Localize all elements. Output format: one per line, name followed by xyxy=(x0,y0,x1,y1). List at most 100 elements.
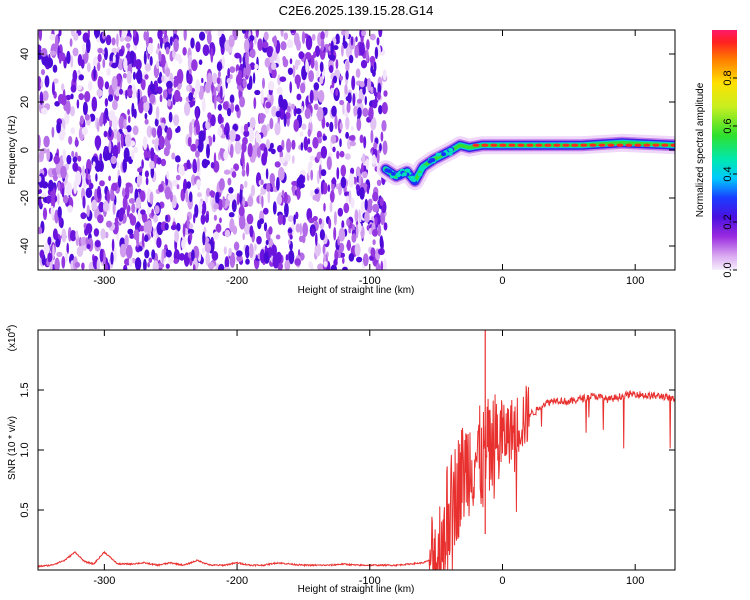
heatmap-noise-blob xyxy=(217,82,220,94)
heatmap-noise-blob xyxy=(222,56,225,67)
heatmap-noise-blob xyxy=(362,107,369,117)
heatmap-noise-blob xyxy=(94,135,102,149)
heatmap-noise-blob xyxy=(295,108,302,115)
heatmap-noise-blob xyxy=(81,262,85,270)
heatmap-noise-blob xyxy=(274,161,281,168)
heatmap-noise-blob xyxy=(370,129,374,143)
heatmap-noise-blob xyxy=(272,253,280,269)
heatmap-noise-blob xyxy=(172,30,178,34)
heatmap-noise-blob xyxy=(67,205,73,213)
heatmap-noise-blob xyxy=(296,93,302,101)
heatmap-noise-blob xyxy=(53,78,59,84)
heatmap-noise-blob xyxy=(204,243,212,253)
heatmap-noise-blob xyxy=(295,211,299,220)
heatmap-noise-blob xyxy=(295,223,301,233)
heatmap-noise-blob xyxy=(236,192,240,206)
heatmap-noise-blob xyxy=(312,88,319,101)
heatmap-noise-blob xyxy=(82,195,86,209)
heatmap-noise-blob xyxy=(72,162,79,172)
heatmap-noise-blob xyxy=(223,169,231,175)
bottom-xtick-label: 100 xyxy=(626,575,644,587)
heatmap-noise-blob xyxy=(134,257,142,270)
colorbar-tick-label: 0.2 xyxy=(722,214,734,229)
heatmap-noise-blob xyxy=(164,186,171,200)
heatmap-noise-blob xyxy=(171,152,176,160)
heatmap-noise-blob xyxy=(311,33,316,41)
heatmap-noise-blob xyxy=(81,42,86,55)
heatmap-noise-blob xyxy=(137,88,140,104)
heatmap-noise-blob xyxy=(228,34,235,48)
heatmap-noise-blob xyxy=(344,153,351,160)
ridge-core-mark xyxy=(598,143,606,147)
heatmap-noise-blob xyxy=(307,138,311,145)
heatmap-noise-blob xyxy=(155,106,160,120)
heatmap-noise-blob xyxy=(358,209,361,223)
heatmap-noise-blob xyxy=(124,133,132,147)
bottom-scale-label: (x104) xyxy=(6,325,18,352)
heatmap-noise-blob xyxy=(291,180,298,186)
top-xtick-label: -300 xyxy=(93,275,115,287)
heatmap-noise-blob xyxy=(69,230,77,242)
bottom-plot-frame xyxy=(37,329,676,571)
heatmap-noise-blob xyxy=(232,123,239,132)
heatmap-noise-blob xyxy=(359,81,365,88)
heatmap-noise-blob xyxy=(248,127,255,143)
heatmap-noise-blob xyxy=(301,234,306,244)
heatmap-noise-blob xyxy=(66,50,71,65)
heatmap-noise-blob xyxy=(235,73,243,86)
heatmap-noise-blob xyxy=(309,155,316,161)
heatmap-noise-blob xyxy=(348,173,355,188)
heatmap-noise-blob xyxy=(291,103,295,110)
heatmap-noise-blob xyxy=(100,160,104,172)
heatmap-noise-blob xyxy=(383,258,387,270)
heatmap-noise-blob xyxy=(248,243,254,258)
heatmap-noise-blob xyxy=(308,70,314,83)
heatmap-noise-blob xyxy=(239,54,242,64)
heatmap-noise-blob xyxy=(142,136,148,150)
heatmap-noise-blob xyxy=(289,234,293,240)
heatmap-noise-blob xyxy=(228,187,234,194)
heatmap-noise-blob xyxy=(81,126,88,136)
ridge-core-mark xyxy=(661,143,669,147)
bottom-xtick-label: -300 xyxy=(93,575,115,587)
heatmap-noise-blob xyxy=(246,162,250,177)
heatmap-noise-blob xyxy=(310,55,315,69)
heatmap-noise-blob xyxy=(173,114,180,126)
heatmap-noise-blob xyxy=(286,39,294,49)
heatmap-noise-blob xyxy=(56,251,63,257)
heatmap-noise-blob xyxy=(366,39,370,51)
heatmap-noise-blob xyxy=(336,37,340,44)
heatmap-noise-blob xyxy=(110,251,114,265)
heatmap-noise-blob xyxy=(243,222,251,235)
heatmap-noise-blob xyxy=(41,181,49,189)
heatmap-noise-blob xyxy=(326,156,332,170)
heatmap-noise-blob xyxy=(338,227,346,242)
heatmap-noise-blob xyxy=(189,121,193,137)
heatmap-noise-blob xyxy=(250,184,256,197)
heatmap-noise-blob xyxy=(227,177,232,186)
ridge-core-mark xyxy=(526,143,534,147)
heatmap-noise-blob xyxy=(223,266,231,270)
ridge-blob xyxy=(402,172,407,177)
heatmap-noise-blob xyxy=(82,101,88,116)
heatmap-noise-blob xyxy=(195,122,200,135)
heatmap-noise-blob xyxy=(150,147,155,156)
heatmap-noise-blob xyxy=(148,257,153,263)
heatmap-noise-blob xyxy=(227,68,231,79)
heatmap-noise-blob xyxy=(96,259,100,270)
heatmap-noise-blob xyxy=(356,98,363,104)
heatmap-noise-blob xyxy=(46,148,51,162)
heatmap-noise-blob xyxy=(281,99,288,111)
heatmap-noise-blob xyxy=(292,64,296,78)
heatmap-noise-blob xyxy=(116,131,121,143)
heatmap-noise-blob xyxy=(206,31,212,45)
heatmap-noise-blob xyxy=(223,126,227,136)
heatmap-noise-blob xyxy=(111,182,118,191)
heatmap-noise-blob xyxy=(125,89,128,100)
heatmap-noise-blob xyxy=(322,244,326,255)
heatmap-noise-blob xyxy=(260,179,264,185)
bottom-ytick-label: 1.0 xyxy=(19,442,31,457)
heatmap-noise-blob xyxy=(60,165,67,179)
heatmap-noise-blob xyxy=(151,127,157,138)
heatmap-noise-blob xyxy=(303,136,309,151)
